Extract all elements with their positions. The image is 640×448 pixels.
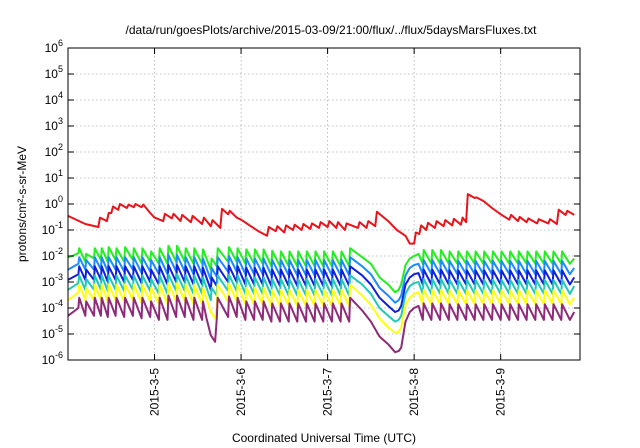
y-tick-label: 10-4 xyxy=(42,298,63,315)
flux-series-line-1 xyxy=(67,193,575,245)
y-tick-label: 103 xyxy=(45,116,63,133)
y-tick-label: 10-2 xyxy=(42,246,63,263)
y-tick-label: 101 xyxy=(45,168,63,185)
y-axis-ticks: 10-6 10-5 10-4 10-3 10-2 10-1 100 101 102 103 104 1… xyxy=(42,38,580,367)
flux-series-line-7 xyxy=(67,294,576,354)
flux-series-line-6 xyxy=(67,282,576,334)
y-axis-label: protons/cm²-s-sr-MeV xyxy=(15,146,29,262)
y-tick-label: 10-1 xyxy=(42,220,63,237)
x-tick-label: 2015-3-9 xyxy=(494,368,508,416)
chart-title: /data/run/goesPlots/archive/2015-03-09/2… xyxy=(126,23,538,37)
x-axis-label: Coordinated Universal Time (UTC) xyxy=(232,431,416,445)
x-axis-ticks: 2015-3-5 2015-3-6 2015-3-7 2015-3-8 2015-3-9 xyxy=(148,48,508,416)
y-tick-label: 105 xyxy=(45,64,63,81)
y-tick-label: 104 xyxy=(45,90,63,107)
y-tick-label: 100 xyxy=(45,194,63,211)
x-tick-label: 2015-3-8 xyxy=(407,368,421,416)
series-group xyxy=(67,193,576,354)
y-tick-label: 102 xyxy=(45,142,63,159)
y-tick-label: 10-3 xyxy=(42,272,63,289)
y-tick-label: 106 xyxy=(45,38,63,55)
x-tick-label: 2015-3-5 xyxy=(148,368,162,416)
x-tick-label: 2015-3-6 xyxy=(234,368,248,416)
x-tick-label: 2015-3-7 xyxy=(321,368,335,416)
y-tick-label: 10-5 xyxy=(42,324,63,341)
y-tick-label: 10-6 xyxy=(42,350,63,367)
